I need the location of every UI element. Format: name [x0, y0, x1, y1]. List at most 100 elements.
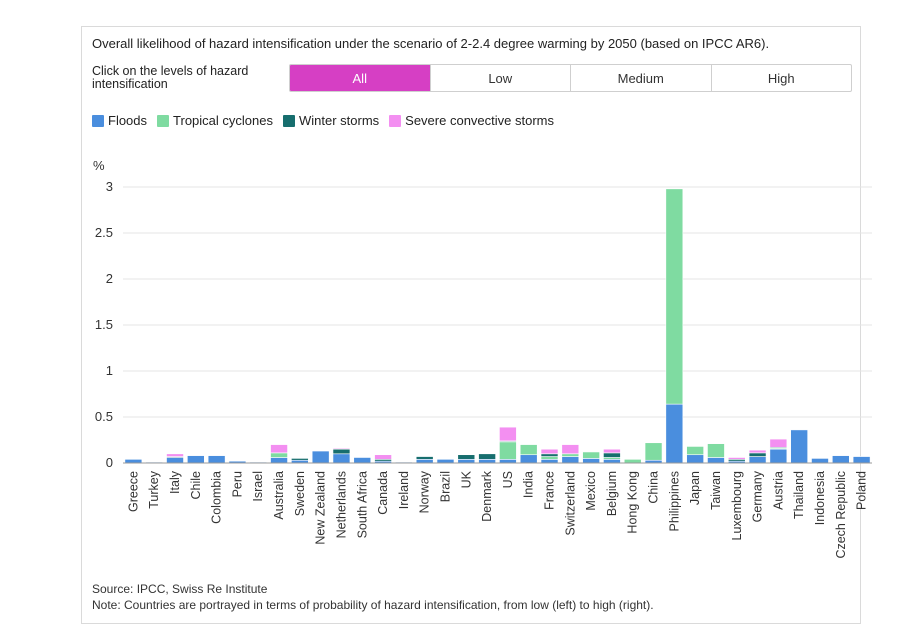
bar-segment [561, 453, 580, 457]
bar-segment [332, 448, 351, 455]
x-tick-label: Greece [126, 471, 140, 512]
bar-segment [707, 443, 725, 458]
bar-segment [166, 453, 184, 457]
legend-label-severe-convective-storms: Severe convective storms [405, 113, 554, 128]
bar-segment [332, 453, 351, 464]
x-tick-label: Australia [272, 471, 286, 520]
bar-segment [540, 448, 559, 455]
filter-high-button[interactable]: High [710, 65, 852, 91]
bar-segment [582, 458, 600, 464]
y-tick-label: 3 [106, 179, 113, 194]
x-tick-label: Norway [418, 470, 432, 513]
chart-title: Overall likelihood of hazard intensifica… [92, 36, 770, 51]
legend-swatch-winter-storms [282, 114, 295, 127]
level-filter: All Low Medium High [289, 64, 852, 92]
x-tick-label: Chile [189, 471, 203, 500]
filter-low-button[interactable]: Low [429, 65, 571, 91]
filter-medium-button[interactable]: Medium [570, 65, 711, 91]
x-tick-label: Germany [751, 470, 765, 522]
bar-segment [686, 446, 704, 456]
x-tick-label: Czech Republic [834, 471, 848, 559]
legend-label-winter-storms: Winter storms [298, 113, 380, 128]
x-tick-label: Israel [251, 471, 265, 502]
x-tick-label: India [522, 471, 536, 498]
y-axis-label: % [93, 158, 105, 173]
bar-segment [187, 455, 205, 464]
x-tick-label: Mexico [584, 471, 598, 511]
bar-segment [374, 454, 392, 460]
x-tick-label: Thailand [792, 471, 806, 519]
x-tick-label: Hong Kong [626, 471, 640, 534]
bar-segment [748, 452, 767, 457]
bar-segment [457, 459, 476, 464]
bar-segment [415, 456, 434, 460]
x-tick-label: New Zealand [314, 471, 328, 545]
x-tick-label: Switzerland [563, 471, 577, 536]
x-tick-label: South Africa [355, 471, 369, 538]
legend-item-tropical-cyclones[interactable]: Tropical cyclones [157, 113, 273, 128]
chart-legend: Floods Tropical cyclones Winter storms S… [92, 113, 554, 128]
legend-label-floods: Floods [108, 113, 148, 128]
x-tick-label: Denmark [480, 470, 494, 521]
legend-swatch-severe-convective-storms [389, 114, 402, 127]
bar-segment [499, 459, 517, 464]
x-tick-label: Ireland [397, 471, 411, 509]
bar-segment [457, 454, 476, 460]
bar-segment [852, 456, 871, 464]
bar-segment [415, 459, 434, 464]
x-tick-label: Brazil [438, 471, 452, 502]
bar-segment [665, 403, 684, 464]
source-text: Source: IPCC, Swiss Re Institute [92, 582, 268, 596]
bar-segment [623, 459, 642, 464]
bar-segment [270, 457, 288, 464]
x-tick-label: Canada [376, 471, 390, 515]
bar-segment [686, 454, 704, 464]
bar-segment [436, 459, 455, 464]
x-tick-label: Italy [168, 470, 182, 494]
bar-segment [582, 451, 600, 459]
x-tick-label: Peru [230, 471, 244, 497]
bar-segment [748, 456, 767, 464]
note-text: Note: Countries are portrayed in terms o… [92, 598, 654, 612]
bar-segment [707, 457, 725, 464]
bar-segment [353, 457, 372, 464]
x-tick-label: US [501, 471, 515, 488]
bar-segment [540, 453, 559, 457]
x-tick-label: Philippines [667, 471, 681, 531]
bar-segment [166, 457, 184, 464]
x-tick-label: Sweden [293, 471, 307, 516]
bar-segment [727, 457, 746, 460]
bar-segment [519, 454, 538, 464]
legend-item-severe-convective-storms[interactable]: Severe convective storms [389, 113, 554, 128]
filter-label: Click on the levels of hazard intensific… [92, 64, 249, 91]
bar-segment [665, 188, 684, 405]
legend-swatch-floods [92, 114, 104, 127]
bar-segment [603, 452, 621, 458]
bar-segment [603, 448, 621, 454]
x-tick-label: Luxembourg [730, 471, 744, 541]
x-tick-label: Turkey [147, 470, 161, 508]
x-tick-label: China [647, 471, 661, 504]
bar-segment [499, 441, 517, 460]
bar-segment [270, 452, 288, 458]
bar-segment [519, 444, 538, 456]
y-tick-label: 2.5 [95, 225, 113, 240]
x-tick-label: Indonesia [813, 471, 827, 525]
x-tick-label: France [543, 471, 557, 510]
x-tick-label: Netherlands [334, 471, 348, 538]
bar-segment [603, 459, 621, 464]
bar-segment [769, 438, 788, 448]
x-tick-label: Japan [688, 471, 702, 505]
x-tick-label: UK [459, 470, 473, 488]
legend-item-floods[interactable]: Floods [92, 113, 147, 128]
bar-segment [644, 442, 663, 461]
legend-swatch-tropical-cyclones [157, 114, 170, 127]
y-tick-label: 1 [106, 363, 113, 378]
bar-segment [748, 449, 767, 454]
bar-segment [540, 456, 559, 460]
legend-item-winter-storms[interactable]: Winter storms [282, 113, 380, 128]
bar-segment [499, 426, 517, 442]
filter-all-button[interactable]: All [290, 65, 430, 91]
bar-segment [311, 450, 330, 464]
